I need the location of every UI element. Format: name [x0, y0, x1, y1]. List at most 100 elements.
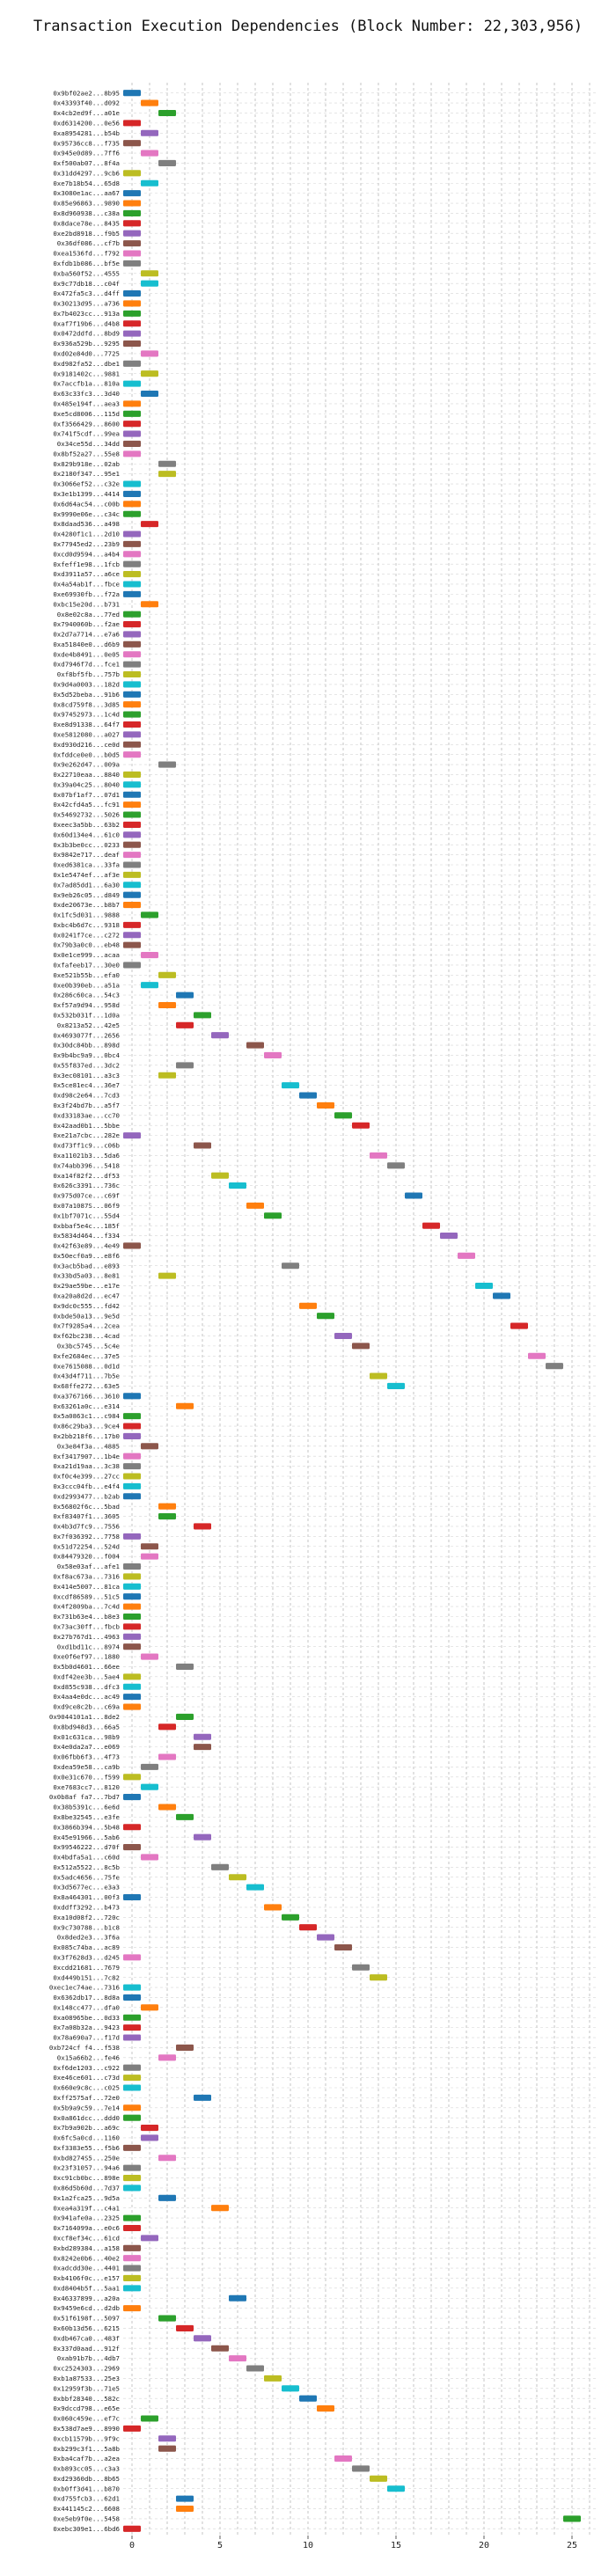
task-bar [158, 1804, 176, 1811]
y-tick-label: 0x34ce55d...34dd [57, 440, 120, 448]
task-bar [123, 831, 141, 838]
y-tick-label: 0x50ecf0a9...e8f6 [53, 1252, 120, 1260]
y-tick-label: 0xd855c938...dfc3 [53, 1683, 120, 1691]
y-tick-label: 0xdb467ca0...483f [53, 2334, 120, 2342]
task-bar [176, 1663, 194, 1670]
task-bar [123, 670, 141, 678]
y-tick-label: 0xf3383e55...f5b6 [53, 2144, 120, 2152]
y-tick-label: 0x7f036392...7758 [53, 1533, 120, 1540]
y-tick-label: 0xb724cf f4...f538 [49, 2044, 120, 2052]
y-tick-label: 0xd6314200...0e56 [53, 119, 120, 127]
task-bar [176, 2495, 194, 2502]
y-tick-label: 0x1bf7071c...55d4 [53, 1211, 120, 1219]
y-tick-label: 0xb4106f0c...e157 [53, 2274, 120, 2282]
y-tick-label: 0x538d7ae9...8990 [53, 2425, 120, 2433]
task-bar [123, 140, 141, 147]
task-bar [123, 1683, 141, 1690]
task-bar [123, 891, 141, 898]
y-tick-label: 0xcb11579b...9f9c [53, 2434, 120, 2442]
chart-title: Transaction Execution Dependencies (Bloc… [33, 18, 583, 35]
task-bar [141, 1783, 158, 1790]
task-bar [334, 1332, 352, 1340]
y-tick-label: 0x30213d95...a736 [53, 300, 120, 308]
task-bar [123, 1844, 141, 1851]
task-bar [123, 590, 141, 597]
task-bar [123, 791, 141, 798]
task-bar [141, 1443, 158, 1450]
y-tick-label: 0x414e5007...81ca [53, 1583, 120, 1591]
task-bar [264, 1051, 282, 1058]
y-tick-label: 0xe0f6ef97...1880 [53, 1653, 120, 1661]
y-tick-label: 0x2bb218f6...17b0 [53, 1432, 120, 1440]
y-tick-label: 0xd02e84d0...7725 [53, 350, 120, 358]
y-tick-label: 0x7b4023cc...913a [53, 310, 120, 318]
y-tick-label: 0xed6381ca...33fa [53, 861, 120, 869]
y-tick-label: 0xb1a87533...25e3 [53, 2375, 120, 2382]
task-bar [352, 1343, 370, 1350]
task-bar [387, 1162, 405, 1169]
task-bar [123, 360, 141, 367]
y-tick-label: 0x532b031f...1d0a [53, 1011, 120, 1019]
task-bar [211, 2345, 229, 2352]
y-tick-label: 0xe5eb9f0e...5458 [53, 2515, 120, 2523]
y-tick-label: 0x29ae59be...e17e [53, 1282, 120, 1290]
y-tick-label: 0x46337899...a20a [53, 2294, 120, 2302]
task-bar [123, 1583, 141, 1590]
y-tick-label: 0x63261a0c...e314 [53, 1402, 120, 1410]
y-tick-label: 0xd73ff1c9...c06b [53, 1142, 120, 1150]
task-bar [123, 932, 141, 939]
y-tick-label: 0xde20673e...b8b7 [53, 901, 120, 909]
y-tick-label: 0xba560f52...4555 [53, 269, 120, 277]
y-tick-label: 0xe69930fb...f72a [53, 590, 120, 598]
task-bar [123, 1893, 141, 1901]
y-tick-label: 0xa3767166...3610 [53, 1392, 120, 1400]
y-tick-label: 0x9dccd798...e65e [53, 2404, 120, 2412]
task-bar [194, 2335, 211, 2342]
task-bar [141, 2415, 158, 2422]
task-bar [123, 871, 141, 878]
task-bar [123, 882, 141, 889]
task-bar [299, 1302, 317, 1309]
y-tick-label: 0x3f7628d3...d245 [53, 1953, 120, 1961]
y-tick-label: 0xa8954281...b54b [53, 129, 120, 137]
y-tick-label: 0x9d4a0003...182d [53, 681, 120, 689]
y-tick-label: 0x4a54ab1f...fbce [53, 581, 120, 589]
y-tick-label: 0xf62bc238...4cad [53, 1332, 120, 1340]
task-bar [123, 230, 141, 237]
task-bar [141, 370, 158, 377]
y-tick-label: 0x12959f3b...71e5 [53, 2384, 120, 2392]
y-tick-label: 0xe0b390eb...a51a [53, 981, 120, 989]
task-bar [123, 440, 141, 447]
y-tick-label: 0x97452973...1c4d [53, 711, 120, 719]
y-tick-label: 0xcd0d9594...a4b4 [53, 550, 120, 558]
y-tick-label: 0xcdf86589...51c5 [53, 1592, 120, 1600]
task-bar [123, 560, 141, 567]
y-tick-label: 0x45e91966...5ab6 [53, 1833, 120, 1841]
y-tick-label: 0xcdd21681...7679 [53, 1964, 120, 1972]
task-bar [282, 1082, 299, 1089]
y-tick-label: 0x73ac30ff...fbcb [53, 1622, 120, 1630]
y-tick-label: 0x95736cc8...f735 [53, 139, 120, 147]
y-tick-label: 0x8bd948d3...66a5 [53, 1723, 120, 1731]
y-tick-label: 0x55f837ed...3dc2 [53, 1061, 120, 1069]
task-bar [422, 1222, 440, 1229]
task-bar [141, 1854, 158, 1861]
task-bar [123, 1703, 141, 1710]
task-bar [246, 1042, 264, 1049]
task-bar [141, 952, 158, 959]
y-tick-label: 0x51d72254...524d [53, 1542, 120, 1550]
y-tick-label: 0x4280f1c1...2d10 [53, 531, 120, 538]
task-bar [141, 270, 158, 277]
task-bar [123, 1463, 141, 1470]
task-bar [123, 1573, 141, 1580]
y-tick-label: 0x936a529b...9295 [53, 340, 120, 348]
y-tick-label: 0xf6de1203...c922 [53, 2064, 120, 2072]
y-tick-label: 0xb299c3f1...5a8b [53, 2445, 120, 2453]
y-tick-label: 0x4693077f...2656 [53, 1031, 120, 1039]
y-tick-label: 0x07a1087S...06f9 [53, 1202, 120, 1210]
y-tick-label: 0xbde50a13...9e5d [53, 1312, 120, 1320]
y-tick-label: 0x63c33fc3...3d40 [53, 390, 120, 398]
y-tick-label: 0x060c459e...ef7c [53, 2415, 120, 2423]
task-bar [176, 2505, 194, 2513]
y-tick-label: 0xc2524303...2969 [53, 2365, 120, 2373]
